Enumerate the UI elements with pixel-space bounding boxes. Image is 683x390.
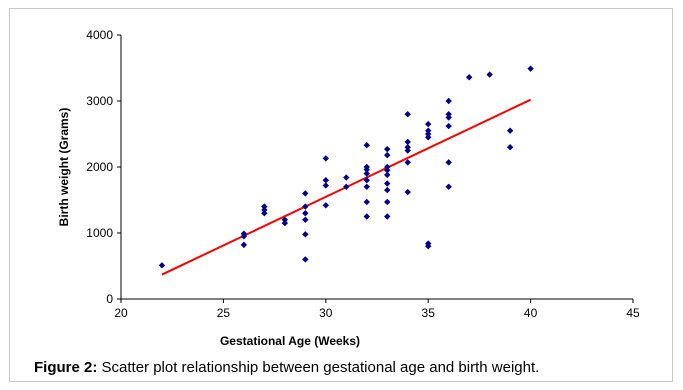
x-tick-label: 25 bbox=[217, 306, 231, 320]
x-tick-label: 40 bbox=[524, 306, 538, 320]
y-tick-label: 0 bbox=[106, 292, 113, 306]
data-point bbox=[384, 198, 391, 206]
data-point bbox=[363, 183, 370, 190]
x-tick-label: 20 bbox=[114, 306, 128, 320]
data-point bbox=[343, 183, 350, 190]
axes: 0 1000 2000 3000 4000 20 25 30 35 40 45 bbox=[86, 28, 640, 320]
data-point bbox=[404, 147, 411, 154]
data-point bbox=[445, 183, 452, 190]
data-point bbox=[302, 190, 309, 197]
data-point bbox=[445, 97, 452, 105]
figure-frame: 0 1000 2000 3000 4000 20 25 30 35 40 45 Gestationa… bbox=[9, 8, 673, 382]
scatter-chart: 0 1000 2000 3000 4000 20 25 30 35 40 45 Gestationa… bbox=[57, 28, 640, 348]
data-point bbox=[281, 216, 289, 223]
data-point bbox=[404, 111, 411, 118]
x-axis-title: Gestational Age (Weeks) bbox=[220, 334, 360, 348]
x-tick-label: 30 bbox=[319, 306, 333, 320]
data-point bbox=[384, 186, 391, 194]
data-point bbox=[384, 151, 391, 159]
y-axis-title: Birth weight (Grams) bbox=[57, 108, 71, 227]
data-point bbox=[363, 170, 370, 177]
data-point bbox=[506, 127, 514, 134]
data-point bbox=[302, 256, 309, 263]
y-tick-label: 3000 bbox=[86, 94, 113, 108]
data-point bbox=[384, 171, 391, 179]
data-point bbox=[158, 262, 166, 269]
data-point bbox=[445, 111, 452, 118]
data-point bbox=[384, 163, 391, 171]
data-point bbox=[384, 167, 391, 174]
x-tick-label: 45 bbox=[626, 306, 640, 320]
data-point bbox=[261, 203, 268, 210]
data-point bbox=[240, 241, 248, 249]
data-point bbox=[404, 188, 411, 196]
data-point bbox=[343, 174, 350, 181]
data-point bbox=[384, 145, 391, 153]
x-tick-label: 35 bbox=[422, 306, 436, 320]
data-point bbox=[261, 206, 268, 214]
data-point bbox=[404, 144, 411, 151]
data-point bbox=[261, 210, 268, 217]
data-point bbox=[404, 159, 411, 166]
y-tick-label: 2000 bbox=[86, 160, 113, 174]
data-point bbox=[465, 74, 473, 81]
data-point bbox=[425, 127, 432, 134]
data-point bbox=[363, 177, 370, 184]
data-point bbox=[506, 144, 514, 151]
caption-text: Scatter plot relationship between gestat… bbox=[97, 359, 540, 376]
data-point bbox=[363, 163, 370, 171]
data-point bbox=[425, 120, 432, 128]
data-point bbox=[302, 216, 309, 223]
data-point bbox=[363, 142, 370, 149]
data-point bbox=[302, 210, 309, 217]
data-point bbox=[527, 65, 534, 72]
data-point bbox=[322, 182, 329, 189]
data-point bbox=[486, 71, 493, 78]
data-point bbox=[363, 213, 370, 220]
data-point bbox=[281, 219, 289, 227]
data-point bbox=[302, 231, 309, 238]
y-tick-label: 1000 bbox=[86, 226, 113, 240]
data-point bbox=[425, 134, 432, 141]
y-tick-label: 4000 bbox=[86, 28, 113, 42]
data-point bbox=[384, 180, 391, 187]
data-point bbox=[363, 198, 370, 206]
figure-caption: Figure 2: Scatter plot relationship betw… bbox=[34, 359, 674, 376]
data-point bbox=[445, 114, 452, 121]
data-point bbox=[322, 177, 329, 184]
data-point bbox=[425, 240, 432, 247]
data-point bbox=[302, 203, 309, 210]
data-point bbox=[445, 159, 452, 166]
caption-label: Figure 2: bbox=[34, 359, 98, 376]
data-point bbox=[240, 230, 248, 237]
data-point bbox=[322, 155, 329, 162]
data-point bbox=[404, 138, 411, 146]
data-point bbox=[445, 122, 452, 130]
data-point bbox=[322, 202, 329, 209]
data-point bbox=[384, 213, 391, 220]
data-points bbox=[158, 65, 534, 269]
